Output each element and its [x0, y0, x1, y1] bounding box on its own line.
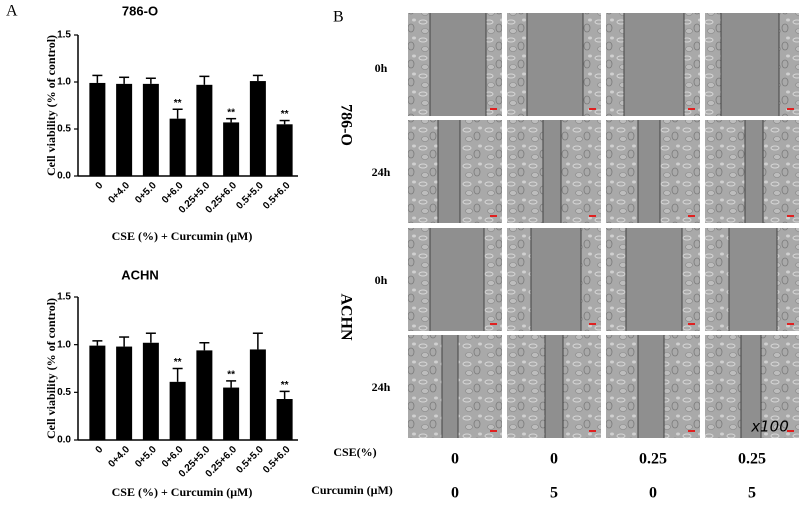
- scale-bar: [589, 108, 596, 110]
- time-label: 24h: [372, 380, 391, 394]
- scale-bar: [490, 430, 497, 432]
- scale-bar: [787, 323, 794, 325]
- bar: [142, 83, 159, 176]
- x-tick-label: 0+4.0: [106, 444, 132, 470]
- scratch-gap: [442, 335, 458, 438]
- scale-bar: [589, 323, 596, 325]
- cell-line-label: ACHN: [337, 293, 354, 341]
- y-tick-label: 0.0: [57, 171, 71, 182]
- scale-bar: [490, 323, 497, 325]
- x-tick-label: 0.5+6.0: [261, 444, 293, 476]
- x-tick-label: 0: [94, 180, 106, 192]
- scale-bar: [490, 215, 497, 217]
- significance-label: **: [174, 357, 182, 368]
- bar: [169, 118, 186, 176]
- scratch-gap: [527, 13, 583, 116]
- scratch-gap: [430, 13, 486, 116]
- time-label: 24h: [372, 165, 391, 179]
- curcumin-value: 0: [451, 485, 459, 502]
- y-tick-label: 0.5: [57, 387, 71, 398]
- scratch-gap: [438, 120, 460, 223]
- curcumin-value: 5: [550, 485, 558, 502]
- bar: [276, 124, 293, 176]
- curcumin-value: 0: [649, 485, 657, 502]
- cse-value: 0.25: [639, 451, 667, 468]
- scale-bar: [688, 323, 695, 325]
- scratch-gap: [721, 13, 779, 116]
- y-tick-label: 1.5: [57, 30, 71, 41]
- scratch-gap: [624, 13, 684, 116]
- bar: [169, 381, 186, 440]
- y-tick-label: 1.0: [57, 339, 71, 350]
- bar: [142, 342, 159, 440]
- cse-label: CSE(%): [333, 445, 376, 459]
- x-tick-label: 0.5+5.0: [234, 444, 266, 476]
- x-axis-label: CSE (%) + Curcumin (μM): [112, 485, 253, 499]
- scale-bar: [787, 215, 794, 217]
- x-tick-label: 0.5+6.0: [261, 180, 293, 212]
- scratch-gap: [543, 120, 561, 223]
- magnification: x100: [750, 418, 789, 436]
- bar: [223, 122, 240, 176]
- panel-label: A: [6, 3, 18, 20]
- scratch-gap: [430, 228, 484, 331]
- scratch-gap: [745, 120, 763, 223]
- bar: [249, 349, 266, 440]
- x-axis-label: CSE (%) + Curcumin (μM): [112, 229, 253, 243]
- bar: [196, 84, 213, 176]
- scratch-gap: [638, 120, 660, 223]
- bar: [116, 346, 133, 440]
- cse-value: 0.25: [738, 451, 766, 468]
- time-label: 0h: [375, 273, 388, 287]
- scale-bar: [490, 108, 497, 110]
- scratch-gap: [626, 228, 682, 331]
- bar: [196, 350, 213, 440]
- curcumin-value: 5: [748, 485, 756, 502]
- x-tick-label: 0.5+5.0: [234, 180, 266, 212]
- y-tick-label: 0.5: [57, 124, 71, 135]
- scale-bar: [688, 215, 695, 217]
- cell-line-label: 786-O: [337, 104, 354, 146]
- y-tick-label: 1.0: [57, 77, 71, 88]
- scale-bar: [787, 430, 794, 432]
- scratch-gap: [545, 335, 563, 438]
- x-tick-label: 0+5.0: [133, 444, 159, 470]
- scratch-gap: [741, 335, 761, 438]
- time-label: 0h: [375, 61, 388, 75]
- bar: [249, 81, 266, 176]
- significance-label: **: [281, 109, 289, 120]
- chart-title: 786-O: [122, 3, 158, 18]
- bar: [276, 399, 293, 440]
- scratch-gap: [531, 228, 581, 331]
- scale-bar: [589, 215, 596, 217]
- significance-label: **: [174, 98, 182, 109]
- significance-label: **: [227, 107, 235, 118]
- significance-label: **: [227, 370, 235, 381]
- scale-bar: [688, 430, 695, 432]
- cse-value: 0: [550, 451, 558, 468]
- bar: [223, 387, 240, 440]
- x-tick-label: 0+4.0: [106, 180, 132, 206]
- y-tick-label: 0.0: [57, 435, 71, 446]
- y-axis-label: Cell viability (% of control): [44, 298, 58, 439]
- x-tick-label: 0: [94, 444, 106, 456]
- significance-label: **: [281, 380, 289, 391]
- curcumin-label: Curcumin (μM): [311, 483, 393, 497]
- panel-label: B: [333, 9, 344, 26]
- scratch-gap: [638, 335, 664, 438]
- bar: [89, 345, 106, 440]
- y-axis-label: Cell viability (% of control): [44, 35, 58, 176]
- bar: [89, 82, 106, 176]
- cse-value: 0: [451, 451, 459, 468]
- scale-bar: [589, 430, 596, 432]
- bar: [116, 83, 133, 176]
- scratch-gap: [729, 228, 777, 331]
- chart-title: ACHN: [121, 267, 159, 282]
- x-tick-label: 0+5.0: [133, 180, 159, 206]
- y-tick-label: 1.5: [57, 292, 71, 303]
- scale-bar: [688, 108, 695, 110]
- scale-bar: [787, 108, 794, 110]
